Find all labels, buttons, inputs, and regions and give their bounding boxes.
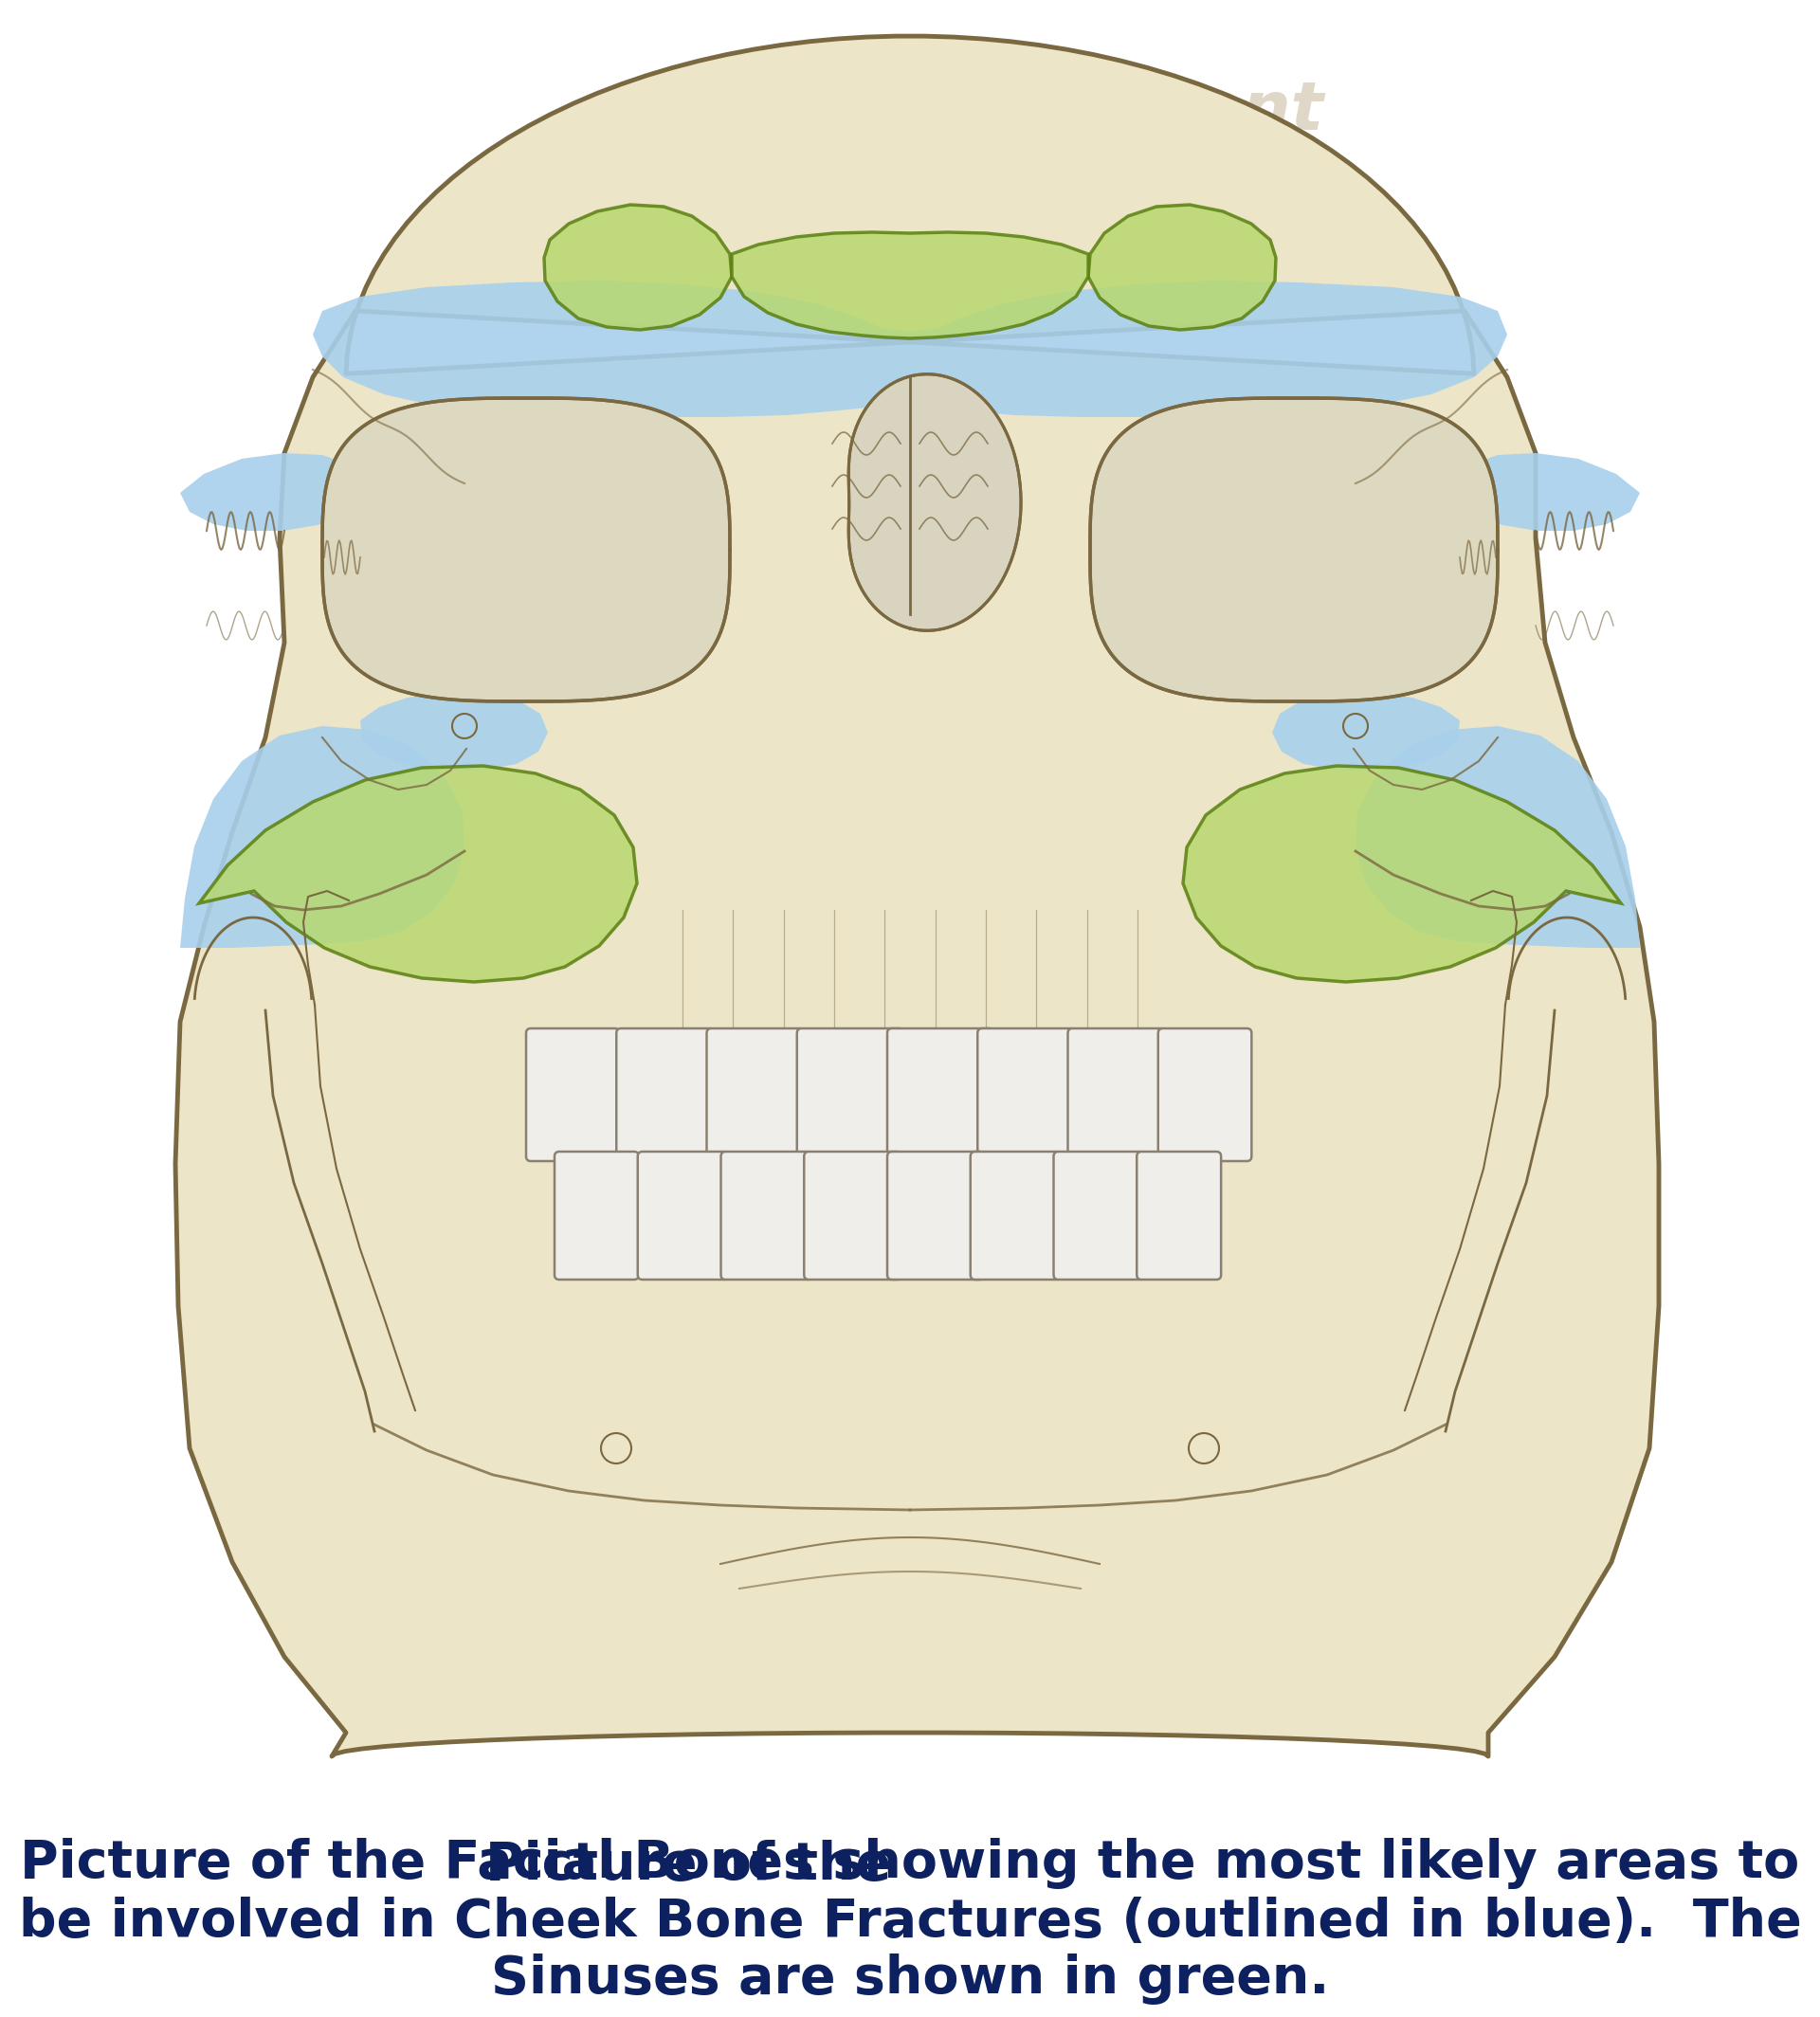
Polygon shape	[848, 373, 1021, 631]
Text: Sinuses are shown in green.: Sinuses are shown in green.	[491, 1954, 1329, 2005]
Text: of co: of co	[895, 129, 1114, 206]
Polygon shape	[1272, 692, 1460, 770]
Polygon shape	[175, 36, 1658, 1757]
FancyBboxPatch shape	[804, 1152, 901, 1279]
FancyBboxPatch shape	[1054, 1152, 1145, 1279]
FancyBboxPatch shape	[1068, 1029, 1165, 1162]
FancyBboxPatch shape	[888, 1152, 985, 1279]
Polygon shape	[1356, 726, 1640, 948]
Polygon shape	[1088, 206, 1276, 331]
FancyBboxPatch shape	[637, 1152, 728, 1279]
Text: lass: lass	[748, 175, 957, 266]
Polygon shape	[544, 206, 732, 331]
Polygon shape	[313, 280, 1507, 418]
Polygon shape	[180, 454, 360, 530]
Polygon shape	[732, 232, 1088, 339]
FancyBboxPatch shape	[888, 1029, 994, 1162]
FancyBboxPatch shape	[617, 1029, 713, 1162]
FancyBboxPatch shape	[555, 1152, 639, 1279]
Polygon shape	[1460, 454, 1640, 530]
Text: ure: ure	[966, 855, 1081, 914]
Polygon shape	[360, 692, 548, 770]
Text: only m: only m	[828, 801, 1067, 863]
FancyBboxPatch shape	[1158, 1029, 1252, 1162]
FancyBboxPatch shape	[797, 1029, 905, 1162]
Text: be involved in Cheek Bone Fractures (outlined in blue).  The: be involved in Cheek Bone Fractures (out…	[18, 1896, 1802, 1948]
Text: Picture of the Facial Bones showing the most likely areas to: Picture of the Facial Bones showing the …	[20, 1837, 1800, 1890]
FancyBboxPatch shape	[721, 1152, 812, 1279]
FancyBboxPatch shape	[706, 1029, 804, 1162]
Polygon shape	[322, 397, 730, 702]
Polygon shape	[180, 726, 464, 948]
Polygon shape	[1183, 766, 1622, 982]
Text: Picture of the: Picture of the	[486, 1840, 910, 1892]
FancyBboxPatch shape	[1138, 1152, 1221, 1279]
Text: such as the front: such as the front	[666, 79, 1323, 145]
FancyBboxPatch shape	[977, 1029, 1076, 1162]
FancyBboxPatch shape	[526, 1029, 619, 1162]
Polygon shape	[198, 766, 637, 982]
FancyBboxPatch shape	[970, 1152, 1061, 1279]
Polygon shape	[1090, 397, 1498, 702]
